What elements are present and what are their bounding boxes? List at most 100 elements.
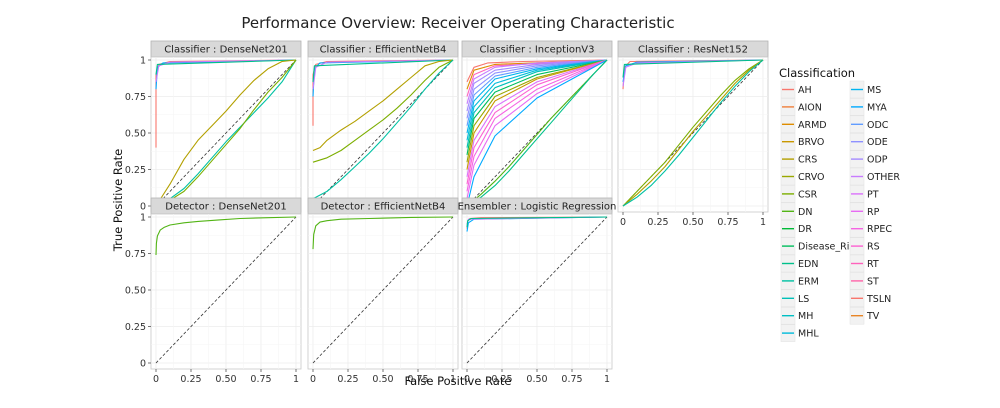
roc-curve [466, 216, 608, 228]
y-tick-label: 1 [140, 213, 146, 224]
legend-label: MYA [867, 102, 887, 113]
legend-label: DN [798, 207, 812, 218]
x-tick-label: 0.75 [407, 374, 428, 385]
roc-curve [466, 59, 608, 177]
legend-label: Disease_Risk [798, 242, 860, 253]
roc-curve [622, 59, 764, 78]
roc-curve [466, 59, 608, 185]
roc-curve [622, 59, 764, 207]
facet-panel: Classifier : DenseNet201 0 0.25 0.50 0.75 1 [125, 40, 302, 213]
roc-curve [155, 59, 297, 207]
legend-label: BRVO [798, 137, 824, 148]
legend-label: MH [798, 311, 813, 322]
roc-curve [466, 59, 608, 97]
y-axis-label: True Positive Rate [111, 149, 125, 252]
roc-curve [312, 216, 454, 250]
x-tick-label: 0.25 [337, 374, 358, 385]
legend-label: EDN [798, 259, 818, 270]
legend-label: TSLN [866, 294, 891, 305]
legend-label: MHL [798, 329, 819, 340]
x-tick-label: 0.50 [215, 374, 236, 385]
y-tick-label: 0.50 [125, 129, 146, 140]
diagonal-reference-line [466, 59, 608, 207]
strip-label: Detector : EfficientNetB4 [321, 202, 446, 213]
legend-label: RT [867, 259, 879, 270]
roc-curve [466, 59, 608, 163]
strip-label: Ensembler : Logistic Regression [458, 202, 617, 213]
legend-label: RS [867, 242, 880, 253]
roc-curve [466, 59, 608, 170]
roc-curve [466, 59, 608, 83]
x-tick-label: 0 [620, 217, 626, 228]
strip-label: Classifier : ResNet152 [638, 45, 748, 56]
diagonal-reference-line [312, 59, 454, 207]
strip-label: Detector : DenseNet201 [165, 202, 287, 213]
roc-curve [312, 59, 454, 82]
y-tick-label: 0.75 [125, 92, 146, 103]
y-tick-label: 0 [140, 359, 146, 370]
roc-curve [466, 59, 608, 112]
x-tick-label: 0.50 [682, 217, 703, 228]
diagonal-reference-line [466, 216, 608, 364]
roc-curve [466, 59, 608, 134]
legend-label: AION [798, 102, 822, 113]
legend-label: PT [867, 189, 879, 200]
facet-panels: Classifier : DenseNet20100.250.500.751Cl… [125, 40, 769, 385]
legend-label: RP [867, 207, 880, 218]
roc-curve [622, 59, 764, 207]
x-axis-label: False Positive Rate [405, 374, 512, 388]
roc-curve [466, 59, 608, 148]
facet-panel: Classifier : ResNet152 0 0.25 0.50 0.75 1 [617, 40, 769, 228]
strip-label: Classifier : DenseNet201 [164, 45, 288, 56]
facet-panel: Classifier : InceptionV3 [461, 40, 613, 213]
legend-label: TV [866, 311, 880, 322]
x-tick-label: 0.50 [372, 374, 393, 385]
roc-curve [155, 59, 297, 207]
x-tick-label: 1 [760, 217, 766, 228]
x-tick-label: 0.75 [717, 217, 738, 228]
legend-label: RPEC [867, 224, 892, 235]
diagonal-reference-line [622, 59, 764, 207]
x-tick-label: 0.25 [180, 374, 201, 385]
roc-curve [155, 59, 297, 207]
roc-curve [466, 59, 608, 141]
legend-label: AH [798, 85, 812, 96]
y-tick-label: 0 [140, 202, 146, 213]
x-tick-label: 0 [464, 374, 470, 385]
facet-panel: Classifier : EfficientNetB4 [307, 40, 459, 213]
x-tick-label: 0.75 [561, 374, 582, 385]
roc-curve [312, 59, 454, 90]
legend-label: ODE [867, 137, 888, 148]
roc-curve [466, 59, 608, 207]
roc-curve [312, 59, 454, 200]
legend-label: ODC [867, 120, 889, 131]
strip-label: Classifier : EfficientNetB4 [320, 45, 447, 56]
y-tick-label: 0.50 [125, 286, 146, 297]
roc-curve [466, 59, 608, 119]
roc-curve [466, 59, 608, 126]
x-tick-label: 0.25 [647, 217, 668, 228]
legend-label: CSR [798, 189, 818, 200]
chart-title: Performance Overview: Receiver Operating… [241, 14, 674, 32]
diagonal-reference-line [155, 59, 297, 207]
diagonal-reference-line [312, 216, 454, 364]
roc-curve [155, 59, 297, 75]
legend-label: CRVO [798, 172, 825, 183]
legend-label: ERM [798, 276, 819, 287]
roc-curve [155, 216, 297, 256]
roc-curve [466, 59, 608, 156]
facet-panel: Ensembler : Logistic Regression 0 0.25 0.50… [458, 197, 617, 385]
roc-curve [466, 59, 608, 192]
legend-label: ODP [867, 155, 888, 166]
legend-label: LS [798, 294, 809, 305]
legend-label: MS [867, 85, 881, 96]
roc-curve [622, 59, 764, 207]
roc-curve [312, 59, 454, 163]
x-tick-label: 0.50 [526, 374, 547, 385]
y-tick-label: 1 [140, 56, 146, 67]
legend-label: DR [798, 224, 812, 235]
roc-curve [466, 59, 608, 207]
diagonal-reference-line [155, 216, 297, 364]
